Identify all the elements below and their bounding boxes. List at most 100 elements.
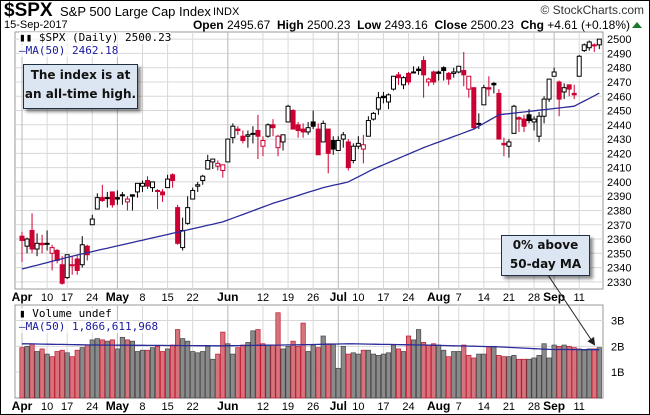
x-tick-label: 8 xyxy=(139,401,145,413)
candle-body xyxy=(451,71,457,74)
chg-label: Chg xyxy=(520,18,544,32)
candlestick-icon: ▮▮ xyxy=(19,31,33,44)
candle xyxy=(581,43,587,52)
volume-bar xyxy=(124,339,130,399)
candle xyxy=(119,191,125,205)
x-tick-label: 26 xyxy=(307,292,319,304)
candle-body xyxy=(531,118,537,123)
candle-body xyxy=(330,140,336,150)
volume-bar xyxy=(451,351,457,399)
x-tick-label: 11 xyxy=(574,292,585,304)
candle xyxy=(64,254,70,280)
x-tick-label: Jun xyxy=(217,290,238,304)
candle-body xyxy=(375,97,381,110)
volume-bar xyxy=(476,353,482,399)
candle-body xyxy=(411,71,417,74)
candle-body xyxy=(481,87,487,106)
volume-bar xyxy=(380,353,386,399)
candle-body xyxy=(491,82,497,86)
candle-body xyxy=(119,194,125,197)
volume-bar xyxy=(270,344,276,399)
candle xyxy=(516,116,522,132)
candle-body xyxy=(390,75,396,90)
y-tick-label: 2350 xyxy=(607,248,631,260)
candle-body xyxy=(431,71,437,83)
candle xyxy=(195,181,201,192)
volume-bar xyxy=(160,351,166,399)
candle-body xyxy=(59,264,65,284)
candle xyxy=(265,123,271,138)
candle-body xyxy=(64,254,70,279)
ma-callout: 0% above 50-day MA xyxy=(501,235,590,276)
x-tick-label: 14 xyxy=(478,292,490,304)
candle-body xyxy=(541,98,547,117)
volume-bar xyxy=(526,358,532,399)
x-tick-label: May xyxy=(106,290,130,304)
candle xyxy=(561,83,567,100)
volume-bar xyxy=(119,336,125,399)
candle-body xyxy=(581,44,587,52)
line-icon: — xyxy=(19,320,26,333)
candle xyxy=(471,87,477,130)
candle xyxy=(310,110,316,130)
candle xyxy=(124,196,130,211)
candle-body xyxy=(215,162,221,167)
candle-body xyxy=(285,105,291,123)
candle xyxy=(170,173,176,188)
candle xyxy=(551,67,557,77)
candle xyxy=(104,191,110,208)
candle-body xyxy=(586,41,592,49)
volume-legend: ▮ Volume undef xyxy=(19,308,112,320)
x-tick-label: 22 xyxy=(187,401,199,413)
candle xyxy=(145,176,150,190)
candle xyxy=(260,136,266,157)
volume-bar xyxy=(109,339,115,399)
volume-bar xyxy=(340,345,346,399)
candle xyxy=(416,66,422,75)
candle-body xyxy=(114,197,120,200)
candle xyxy=(566,84,572,97)
volume-bar xyxy=(426,344,432,399)
candle xyxy=(305,121,311,135)
volume-bar xyxy=(310,344,316,399)
y-tick-label: 2360 xyxy=(607,234,631,246)
candle-body xyxy=(129,194,135,197)
candle-body xyxy=(94,197,100,210)
y-tick-label: 2380 xyxy=(607,205,631,217)
candle-body xyxy=(34,242,40,250)
y-tick-label: 2430 xyxy=(607,134,631,146)
candle xyxy=(139,180,145,192)
x-tick-label: 10 xyxy=(41,401,53,413)
callout-line: 50-day MA xyxy=(509,257,582,271)
x-tick-label: Aug xyxy=(427,290,450,304)
x-tick-label: 8 xyxy=(139,292,145,304)
candle-body xyxy=(426,78,432,83)
candle xyxy=(591,43,597,52)
volume-bar xyxy=(501,356,507,399)
candle-body xyxy=(74,258,80,271)
high-label: High xyxy=(277,18,304,32)
candle-body xyxy=(44,242,50,245)
y-tick-label: 2390 xyxy=(607,191,631,203)
x-tick-label: 14 xyxy=(478,401,490,413)
volume-bar xyxy=(215,353,221,399)
volume-bar xyxy=(330,343,336,399)
candle-body xyxy=(315,128,321,156)
x-tick-label: 21 xyxy=(503,401,515,413)
candle xyxy=(586,40,592,51)
volume-bar xyxy=(466,355,472,399)
x-tick-label: 19 xyxy=(282,401,294,413)
candle xyxy=(431,70,437,85)
volume-bar xyxy=(69,356,75,399)
volume-bar xyxy=(325,343,331,399)
candle-body xyxy=(200,175,206,181)
volume-bar xyxy=(461,344,467,399)
candle xyxy=(245,130,251,148)
candle-body xyxy=(205,160,211,170)
vol-ma-legend: —MA(50) 1,866,611,968 xyxy=(19,320,159,333)
x-tick-label: 17 xyxy=(377,292,389,304)
copyright: © StockCharts.com xyxy=(540,3,644,17)
candle xyxy=(44,230,50,251)
volume-ma50-line xyxy=(22,343,600,351)
